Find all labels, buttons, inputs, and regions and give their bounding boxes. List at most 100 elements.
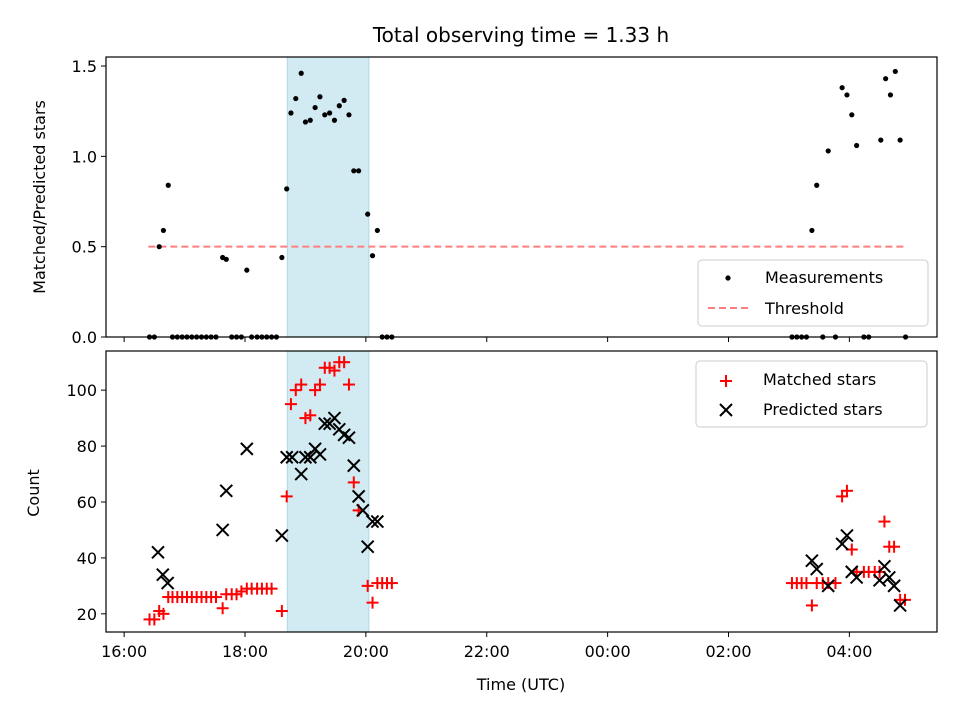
measurement-point	[160, 227, 167, 234]
matched-point	[878, 515, 891, 528]
x-axis-label: Time (UTC)	[476, 675, 565, 694]
measurement-point	[327, 110, 333, 116]
measurement-point	[887, 92, 894, 98]
bottom-axes-frame	[105, 350, 938, 633]
predicted-point	[151, 545, 165, 560]
observing-span-band-bottom	[286, 350, 370, 633]
legend-matched-label: Matched stars	[763, 370, 876, 389]
predicted-point	[805, 553, 819, 568]
predicted-point	[835, 537, 849, 551]
measurement-point	[839, 85, 845, 91]
y-tick-label-bottom: 100	[66, 381, 97, 400]
predicted-point	[872, 573, 887, 587]
measurement-point	[223, 256, 229, 262]
measurement-point	[814, 182, 820, 188]
predicted-point	[219, 484, 233, 498]
matched-point	[347, 476, 360, 489]
predicted-point	[160, 576, 175, 590]
matched-point	[328, 364, 341, 377]
matched-point	[338, 356, 351, 369]
legend-measurements-label: Measurements	[765, 268, 883, 287]
matched-point	[265, 582, 278, 595]
bottom-legend-box	[695, 360, 928, 428]
measurement-point	[346, 112, 352, 118]
measurement-point	[897, 137, 903, 143]
predicted-point	[360, 540, 375, 554]
measurement-point	[293, 95, 299, 102]
measurement-point	[322, 112, 328, 118]
measurement-point	[336, 103, 342, 109]
matched-point	[157, 607, 170, 620]
bottom-y-axis-label: Count	[24, 469, 43, 517]
legend-measurements-marker	[725, 275, 731, 281]
legend-predicted-label: Predicted stars	[763, 400, 883, 419]
x-tick-label: 02:00	[705, 642, 751, 661]
matched-point	[148, 613, 161, 626]
predicted-point	[318, 416, 332, 431]
matched-point	[280, 490, 293, 503]
predicted-point	[294, 467, 308, 481]
predicted-point	[893, 598, 907, 613]
matched-point	[805, 599, 818, 612]
predicted-point	[215, 523, 230, 537]
predicted-point	[877, 559, 892, 574]
y-tick-label-top: 1.0	[72, 147, 97, 166]
predicted-point	[303, 450, 317, 464]
predicted-point	[821, 579, 835, 593]
measurement-point	[351, 168, 357, 174]
measurement-point	[298, 70, 304, 76]
predicted-point	[275, 528, 289, 543]
y-axis-ticks-top: 0.0 0.5 1.0 1.5	[72, 57, 106, 347]
predicted-point	[370, 514, 385, 529]
matched-point	[275, 605, 288, 618]
legend-threshold-label: Threshold	[764, 299, 844, 318]
measurement-point	[165, 182, 171, 188]
count-panel: 20 40 60 80 100 16:00 18:00 20:00 22:00 00:00 02:…	[24, 350, 938, 694]
y-tick-label-top: 0.5	[72, 238, 97, 257]
predicted-point	[240, 442, 254, 456]
x-tick-label: 00:00	[585, 642, 631, 661]
x-tick-label: 16:00	[101, 642, 147, 661]
predicted-point	[882, 570, 896, 585]
matched-point	[216, 602, 229, 615]
predicted-point	[356, 503, 370, 518]
measurement-point	[369, 253, 376, 259]
x-axis-ticks-top	[123, 337, 850, 342]
predicted-point	[347, 458, 361, 473]
measurement-point	[302, 119, 309, 125]
matched-star-points	[143, 356, 911, 626]
predicted-point	[313, 447, 327, 462]
measurement-point	[844, 92, 850, 98]
predicted-point	[327, 411, 342, 425]
predicted-point	[810, 562, 824, 576]
predicted-point	[285, 450, 299, 464]
measurement-point	[365, 211, 371, 217]
matched-point	[209, 591, 222, 604]
matched-point	[800, 577, 813, 590]
x-tick-label: 04:00	[826, 642, 872, 661]
measurement-point	[356, 168, 362, 174]
measurement-point	[156, 244, 162, 250]
top-y-axis-label: Matched/Predicted stars	[30, 100, 49, 294]
y-tick-label-bottom: 60	[77, 493, 97, 512]
predicted-point	[342, 430, 356, 445]
matched-point	[888, 540, 901, 553]
observing-span-band	[286, 56, 370, 338]
x-tick-label: 22:00	[464, 642, 510, 661]
top-legend: Measurements Threshold	[697, 259, 929, 327]
measurement-point	[825, 148, 831, 154]
measurement-point	[288, 110, 294, 116]
predicted-point	[887, 579, 901, 593]
measurement-point	[849, 112, 855, 118]
predicted-point	[840, 528, 854, 543]
measurement-point	[883, 76, 889, 82]
y-tick-label-bottom: 20	[77, 605, 97, 624]
predicted-point	[351, 489, 366, 504]
matched-point	[295, 378, 308, 391]
measurement-point	[331, 117, 338, 123]
matched-point	[385, 577, 398, 590]
bottom-legend: Matched stars Predicted stars	[695, 360, 928, 428]
x-tick-label: 18:00	[222, 642, 268, 661]
predicted-point	[849, 570, 864, 585]
